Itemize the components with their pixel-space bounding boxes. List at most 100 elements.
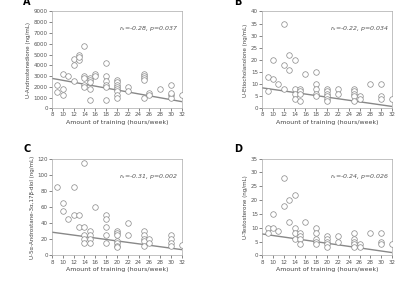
Point xyxy=(324,99,330,103)
Point xyxy=(60,201,66,205)
Point xyxy=(92,71,98,76)
Point xyxy=(378,239,384,244)
Point xyxy=(286,198,292,202)
Point xyxy=(103,213,109,217)
Point xyxy=(292,192,298,197)
Point xyxy=(114,84,120,89)
Point xyxy=(313,70,320,74)
Point xyxy=(103,79,109,84)
Point xyxy=(157,87,163,91)
Point xyxy=(76,58,82,62)
Point xyxy=(87,78,93,83)
Text: r$_s$=-0.31, p=0.002: r$_s$=-0.31, p=0.002 xyxy=(120,172,179,181)
Point xyxy=(286,53,292,57)
Point xyxy=(313,82,320,86)
Point xyxy=(324,236,330,241)
Point xyxy=(313,236,320,241)
Point xyxy=(351,236,357,241)
Point xyxy=(54,90,61,94)
Point xyxy=(124,221,131,226)
Point xyxy=(264,231,271,236)
Point xyxy=(281,63,287,67)
Point xyxy=(114,87,120,91)
Point xyxy=(335,239,341,244)
Point xyxy=(60,209,66,213)
Point xyxy=(168,91,174,96)
Point xyxy=(324,96,330,101)
Point xyxy=(168,241,174,246)
Point xyxy=(324,89,330,94)
Point xyxy=(292,87,298,91)
Point xyxy=(313,231,320,236)
Point xyxy=(81,225,88,230)
Point xyxy=(114,238,120,243)
Point xyxy=(168,237,174,242)
Point xyxy=(70,57,77,61)
Point xyxy=(81,74,88,78)
Point xyxy=(297,236,303,241)
Point xyxy=(292,96,298,101)
Point xyxy=(141,78,147,83)
Point xyxy=(141,229,147,234)
Point xyxy=(114,241,120,246)
Point xyxy=(141,233,147,238)
Point xyxy=(297,99,303,103)
Point xyxy=(297,231,303,236)
Point xyxy=(378,94,384,98)
Point xyxy=(65,74,72,78)
Point xyxy=(124,89,131,93)
Point xyxy=(141,76,147,80)
Point xyxy=(378,242,384,247)
Point xyxy=(141,243,147,248)
Point xyxy=(297,89,303,94)
Point xyxy=(297,242,303,247)
Point xyxy=(81,241,88,246)
Point xyxy=(114,82,120,87)
Point xyxy=(297,92,303,96)
Point xyxy=(168,93,174,98)
Point xyxy=(302,72,309,77)
Point xyxy=(351,242,357,247)
Point xyxy=(114,95,120,100)
Point xyxy=(70,213,77,217)
Point xyxy=(324,87,330,91)
Point xyxy=(81,44,88,48)
Point xyxy=(141,74,147,78)
Point xyxy=(168,82,174,87)
Point xyxy=(87,87,93,91)
Point xyxy=(351,231,357,236)
Y-axis label: U-Etiocholanolone (ng/mL): U-Etiocholanolone (ng/mL) xyxy=(243,23,248,96)
Point xyxy=(114,89,120,93)
Point xyxy=(114,229,120,234)
Text: r$_s$=-0.24, p=0.026: r$_s$=-0.24, p=0.026 xyxy=(330,172,389,181)
Point xyxy=(281,176,287,180)
Point xyxy=(103,84,109,89)
Point xyxy=(275,228,282,233)
Point xyxy=(60,93,66,98)
Point xyxy=(103,82,109,87)
Point xyxy=(292,231,298,236)
Point xyxy=(114,233,120,238)
Text: B: B xyxy=(234,0,241,7)
Point xyxy=(378,82,384,86)
Point xyxy=(351,99,357,103)
Point xyxy=(70,79,77,84)
Point xyxy=(103,241,109,246)
Point xyxy=(351,87,357,91)
Point xyxy=(103,97,109,102)
Point xyxy=(292,236,298,241)
Point xyxy=(286,220,292,224)
Point xyxy=(351,92,357,96)
Point xyxy=(103,74,109,78)
Point xyxy=(324,242,330,247)
Text: r$_s$=-0.22, p=0.034: r$_s$=-0.22, p=0.034 xyxy=(330,24,389,33)
Point xyxy=(114,78,120,83)
Point xyxy=(114,245,120,250)
Point xyxy=(378,231,384,236)
Point xyxy=(275,82,282,86)
Point xyxy=(168,95,174,100)
Y-axis label: U-5α-Androstane-3α,17β-diol (ng/mL): U-5α-Androstane-3α,17β-diol (ng/mL) xyxy=(30,155,34,259)
Point xyxy=(351,94,357,98)
X-axis label: Amount of training (hours/week): Amount of training (hours/week) xyxy=(66,267,168,272)
Point xyxy=(168,243,174,248)
